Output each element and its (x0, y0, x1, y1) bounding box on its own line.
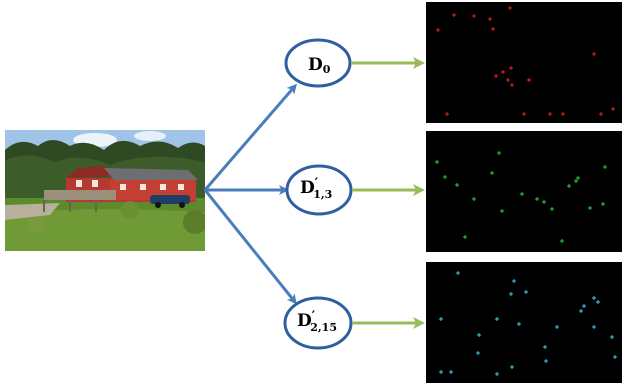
keypoint-marker (544, 359, 548, 363)
svg-text:D′2,15: D′ 2,15 (297, 309, 337, 334)
keypoint-marker (542, 200, 546, 204)
keypoint-marker (508, 6, 512, 10)
arrow-to-d0 (203, 83, 297, 191)
keypoint-marker (610, 335, 614, 339)
keypoint-marker (613, 355, 617, 359)
svg-text:D0: D0 (308, 55, 331, 76)
keypoint-marker (567, 184, 571, 188)
keypoint-marker (509, 292, 513, 296)
node-main-label: D (308, 55, 323, 75)
keypoint-marker (582, 304, 586, 308)
arrow-to-d215 (203, 189, 297, 305)
keypoint-marker (510, 83, 514, 87)
keypoint-marker (527, 78, 531, 82)
keypoint-marker (522, 112, 526, 116)
node-subscript: 0 (323, 63, 331, 76)
keypoint-marker (490, 171, 494, 175)
keypoint-marker (588, 206, 592, 210)
keypoint-marker (455, 183, 459, 187)
keypoint-panel-red (426, 2, 622, 123)
keypoint-marker (548, 112, 552, 116)
keypoint-marker (439, 370, 443, 374)
keypoint-marker (476, 351, 480, 355)
node-subscript: 1,3 (313, 188, 332, 201)
keypoint-marker (592, 325, 596, 329)
keypoint-marker (592, 296, 596, 300)
branch-arrows (203, 83, 297, 305)
svg-text:D′1,3: D′ 1,3 (300, 176, 332, 201)
keypoint-marker (495, 372, 499, 376)
keypoint-marker (435, 160, 439, 164)
keypoint-marker (524, 290, 528, 294)
keypoint-marker (550, 207, 554, 211)
output-arrows (351, 57, 425, 329)
node-d13: D′ 1,3 (285, 164, 353, 216)
keypoint-marker (555, 325, 559, 329)
keypoint-marker (488, 17, 492, 21)
keypoint-marker (495, 317, 499, 321)
keypoint-marker (592, 52, 596, 56)
node-d0: D0 (284, 38, 352, 88)
keypoint-marker (445, 112, 449, 116)
node-main-label: D (297, 311, 312, 331)
keypoint-marker (436, 28, 440, 32)
keypoint-marker (574, 179, 578, 183)
node-main-label: D (300, 178, 315, 198)
keypoint-marker (472, 197, 476, 201)
keypoint-marker (535, 197, 539, 201)
keypoint-marker (510, 365, 514, 369)
keypoint-marker (456, 271, 460, 275)
keypoint-marker (579, 309, 583, 313)
node-subscript: 2,15 (310, 321, 337, 334)
keypoint-marker (576, 176, 580, 180)
keypoint-marker (506, 78, 510, 82)
keypoint-marker (494, 74, 498, 78)
keypoint-marker (463, 235, 467, 239)
keypoint-panel-cyan (426, 262, 622, 383)
keypoint-marker (517, 322, 521, 326)
keypoint-marker (452, 13, 456, 17)
keypoint-marker (477, 333, 481, 337)
keypoint-marker (561, 112, 565, 116)
keypoint-marker (472, 14, 476, 18)
keypoint-marker (497, 151, 501, 155)
keypoint-marker (512, 279, 516, 283)
keypoint-marker (601, 202, 605, 206)
keypoint-marker (599, 112, 603, 116)
keypoint-marker (596, 300, 600, 304)
keypoint-marker (520, 192, 524, 196)
keypoint-marker (449, 370, 453, 374)
keypoint-marker (443, 175, 447, 179)
keypoint-marker (500, 209, 504, 213)
keypoint-marker (543, 345, 547, 349)
keypoint-panel-green (426, 131, 622, 252)
house-photo (5, 130, 205, 251)
keypoint-marker (501, 70, 505, 74)
keypoint-marker (603, 165, 607, 169)
keypoint-marker (491, 27, 495, 31)
keypoint-marker (611, 107, 615, 111)
keypoint-marker (509, 66, 513, 70)
node-d215: D′ 2,15 (283, 296, 353, 350)
keypoint-marker (439, 317, 443, 321)
keypoint-marker (560, 239, 564, 243)
